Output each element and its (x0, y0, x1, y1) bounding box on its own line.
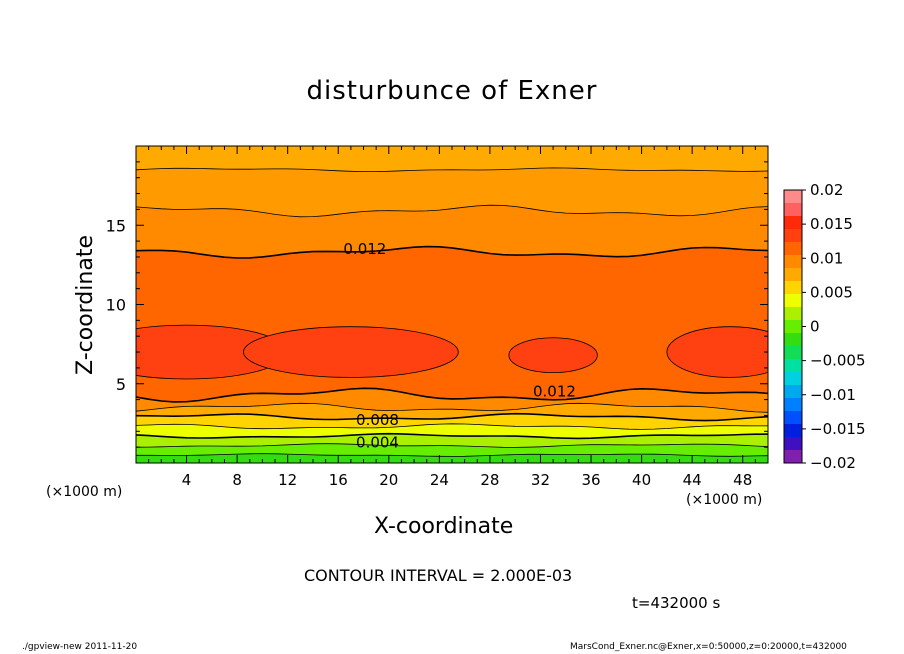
colorbar-segment (784, 229, 802, 243)
colorbar-segment (784, 450, 802, 464)
chart-title: disturbunce of Exner (306, 76, 598, 106)
colorbar-tick-label: 0.005 (810, 283, 853, 301)
contour-label: 0.012 (533, 383, 576, 401)
x-tick-label: 40 (632, 471, 651, 489)
contour-line (136, 402, 768, 413)
contour-line (136, 453, 768, 457)
colorbar-segment (784, 190, 802, 204)
colorbar-tick-label: 0.01 (810, 249, 843, 267)
y-axis-label: Z-coordinate (73, 235, 98, 375)
x-tick-label: 4 (182, 471, 192, 489)
footer-right: MarsCond_Exner.nc@Exner,x=0:50000,z=0:20… (570, 642, 847, 652)
colorbar-tick-label: −0.015 (810, 420, 866, 438)
contour-field: 0.012 0.012 0.008 0.004 (136, 146, 768, 463)
colorbar-segment (784, 411, 802, 425)
colorbar-segment (784, 398, 802, 412)
colorbar-segment (784, 242, 802, 256)
colorbar-tick-label: −0.005 (810, 352, 866, 370)
colorbar-segment (784, 333, 802, 347)
x-tick-label: 16 (329, 471, 348, 489)
x-tick-label: 12 (278, 471, 297, 489)
contour-line (136, 387, 768, 403)
contour-line (136, 204, 768, 218)
contour-line (136, 432, 768, 440)
time-stamp: t=432000 s (632, 594, 721, 612)
x-tick-label: 28 (480, 471, 499, 489)
contour-blob (666, 326, 768, 378)
colorbar-tick-label: 0.02 (810, 181, 843, 199)
contour-band (136, 453, 768, 463)
x-axis-unit-right: (×1000 m) (686, 492, 763, 508)
colorbar-segment (784, 307, 802, 321)
colorbar-segment (784, 346, 802, 360)
contour-line (136, 245, 768, 259)
contour-label: 0.012 (343, 240, 386, 258)
colorbar-segment (784, 320, 802, 334)
x-tick-label: 24 (430, 471, 449, 489)
contour-interval-note: CONTOUR INTERVAL = 2.000E-03 (304, 566, 573, 585)
colorbar-tick-label: −0.02 (810, 454, 856, 472)
x-axis-unit-left: (×1000 m) (46, 484, 123, 500)
contour-line (136, 167, 768, 172)
colorbar-segment (784, 424, 802, 438)
y-tick-label: 15 (106, 216, 126, 235)
colorbar-tick-label: 0 (810, 318, 820, 336)
colorbar-tick-label: 0.015 (810, 215, 853, 233)
colorbar-segment (784, 372, 802, 386)
contour-line (136, 423, 768, 430)
contour-line (136, 443, 768, 448)
contour-line (136, 412, 768, 422)
x-tick-label: 8 (232, 471, 242, 489)
x-tick-label: 32 (531, 471, 550, 489)
colorbar-segment (784, 255, 802, 269)
x-axis-label: X-coordinate (374, 514, 514, 539)
colorbar-segment (784, 203, 802, 217)
footer-left: ./gpview-new 2011-11-20 (22, 642, 138, 652)
contour-blob (243, 326, 459, 378)
colorbar-segment (784, 216, 802, 230)
x-tick-label: 44 (683, 471, 702, 489)
colorbar-segment (784, 359, 802, 373)
contour-label: 0.004 (356, 433, 399, 451)
x-tick-label: 48 (733, 471, 752, 489)
colorbar-segment (784, 294, 802, 308)
x-tick-label: 20 (379, 471, 398, 489)
colorbar-segment (784, 437, 802, 451)
contour-label: 0.008 (356, 411, 399, 429)
y-tick-label: 5 (116, 375, 126, 394)
colorbar-segment (784, 268, 802, 282)
x-tick-label: 36 (581, 471, 600, 489)
y-tick-label: 10 (106, 296, 126, 315)
contour-blob (508, 337, 598, 374)
colorbar-segment (784, 385, 802, 399)
colorbar-tick-label: −0.01 (810, 386, 856, 404)
colorbar-segment (784, 281, 802, 295)
